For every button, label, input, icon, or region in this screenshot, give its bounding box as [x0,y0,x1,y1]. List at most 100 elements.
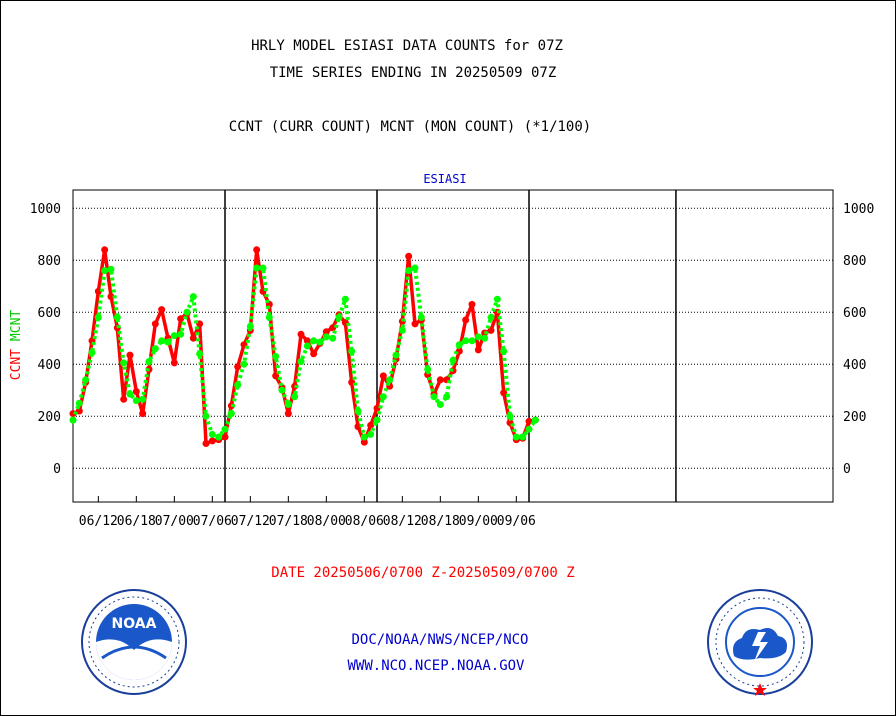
footer-website-link[interactable]: WWW.NCO.NCEP.NOAA.GOV [347,658,525,674]
ccnt-point [208,437,216,445]
mcnt-point [455,341,463,349]
mcnt-point [196,350,204,358]
mcnt-point [170,332,178,340]
ccnt-point [379,372,387,380]
mcnt-point [500,347,508,355]
x-tick-label: 06/18 [117,514,156,529]
grid-layer [73,190,833,502]
mcnt-point [531,416,539,424]
ccnt-point [411,320,419,328]
footer-org-path: DOC/NOAA/NWS/NCEP/NCO [351,632,529,648]
mcnt-point [69,416,77,424]
mcnt-point [278,386,286,394]
plot-frame [72,189,834,503]
ccnt-point [120,395,128,403]
ccnt-point [284,410,292,418]
svg-text:NOAA: NOAA [112,616,157,632]
y-tick-label-left: 800 [38,254,61,269]
ccnt-point [234,363,242,371]
y-tick-label-right: 0 [843,462,851,477]
chart-title-line2: TIME SERIES ENDING IN 20250509 07Z [269,65,557,81]
ccnt-point [525,417,533,425]
mcnt-point [291,393,299,401]
mcnt-point [525,425,533,433]
mcnt-point [474,333,482,341]
mcnt-point [297,358,305,366]
mcnt-point [449,356,457,364]
ccnt-point [462,316,470,324]
mcnt-point [101,267,109,275]
mcnt-point [284,401,292,408]
mcnt-point [430,393,438,401]
ccnt-point [474,346,482,354]
ccnt-point [126,351,134,359]
x-tick-label: 09/06 [497,514,536,529]
y-tick-label-right: 1000 [843,202,874,217]
mcnt-point [82,376,90,384]
y-tick-label-left: 400 [38,358,61,373]
mcnt-point [436,401,444,408]
ccnt-point [303,337,311,345]
mcnt-point [246,323,254,330]
mcnt-point [335,313,343,321]
mcnt-point [303,342,311,350]
ccnt-point [107,293,115,301]
ccnt-point [322,328,330,336]
ccnt-point [367,421,375,429]
mcnt-point [145,358,153,366]
mcnt-point [227,410,235,418]
y-tick-label-right: 400 [843,358,866,373]
mcnt-point [424,365,432,373]
ccnt-point [189,334,197,342]
mcnt-point [411,264,419,272]
mcnt-point [348,347,356,355]
mcnt-point [164,338,172,346]
mcnt-point [360,433,368,441]
mcnt-point [310,337,318,345]
y-axis-label-ccnt: CCNT [9,349,24,380]
y-axis-label-mcnt: MCNT [9,310,24,349]
ccnt-point [132,388,140,395]
ccnt-point [360,438,368,446]
x-tick-label: 07/12 [231,514,270,529]
ccnt-point [500,389,508,397]
x-tick-label: 07/06 [193,514,232,529]
mcnt-point [139,395,147,403]
mcnt-point [512,433,520,441]
chart-subtitle: CCNT (CURR COUNT) MCNT (MON COUNT) (*1/1… [228,119,592,135]
mcnt-point [158,337,166,345]
y-tick-label-left: 1000 [30,202,61,217]
ccnt-point [139,410,147,418]
y-tick-label-right: 600 [843,306,866,321]
x-tick-label: 09/00 [459,514,498,529]
mcnt-point [462,337,470,345]
mcnt-point [202,412,210,420]
mcnt-point [379,393,387,401]
ccnt-point [297,330,305,338]
y-tick-label-right: 800 [843,254,866,269]
mcnt-point [468,337,476,345]
mcnt-point [234,381,242,389]
noaa-logo: NOAA [81,589,187,695]
mcnt-point [443,393,451,401]
mcnt-point [373,416,381,424]
y-axis-label: CCNT MCNT [9,310,24,381]
ccnt-point [468,300,476,308]
mcnt-point [253,264,261,272]
chart-title: HRLY MODEL ESIASI DATA COUNTS for 07Z [251,38,563,54]
mcnt-point [405,267,413,275]
mcnt-point [487,313,495,321]
mcnt-point [519,433,527,441]
ccnt-point [158,306,166,314]
mcnt-point [386,376,394,384]
mcnt-point [481,334,489,342]
mcnt-point [506,412,514,420]
mcnt-point [354,407,362,415]
ccnt-point [405,252,413,260]
ccnt-point [436,376,444,384]
y-tick-label-left: 600 [38,306,61,321]
panel-label: ESIASI [423,172,467,186]
mcnt-point [341,295,349,303]
mcnt-point [126,390,134,398]
x-tick-label: 08/06 [345,514,384,529]
